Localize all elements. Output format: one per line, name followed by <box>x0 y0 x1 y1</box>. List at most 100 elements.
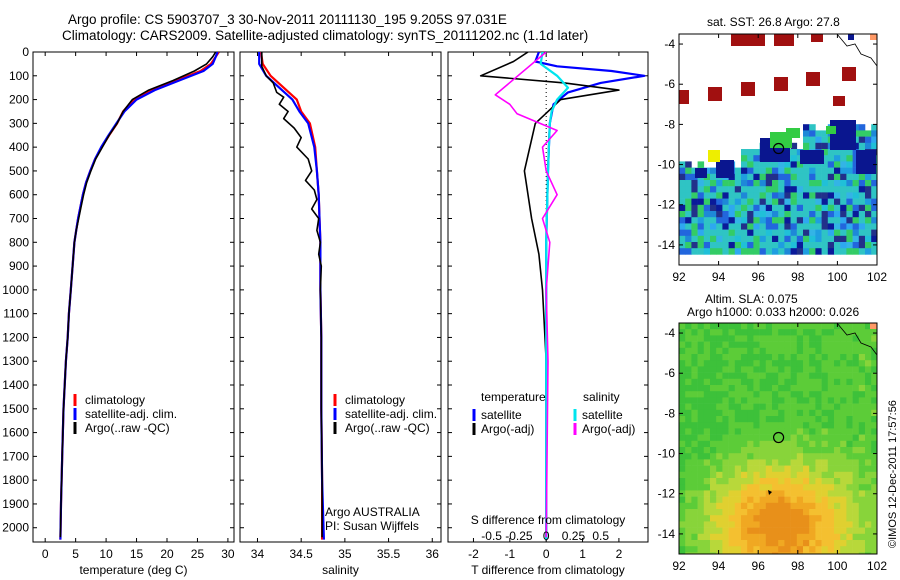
sst-cell <box>753 186 760 193</box>
sst-cell <box>852 192 860 199</box>
sst-cell <box>871 130 877 137</box>
sla-cell <box>747 515 754 522</box>
sla-cell <box>728 323 736 330</box>
sst-cell <box>747 204 754 212</box>
sla-cell <box>759 540 767 547</box>
sla-cell <box>703 403 711 411</box>
sla-cell <box>741 453 748 460</box>
sla-cell <box>691 465 698 473</box>
sst-cell <box>796 248 804 255</box>
sla-cell <box>821 440 829 448</box>
sla-cell <box>741 428 748 435</box>
sla-cell <box>871 385 877 392</box>
sla-cell <box>685 354 692 361</box>
sla-cell <box>716 459 723 466</box>
sst-cell <box>815 186 822 193</box>
sla-cell <box>827 434 835 442</box>
sst-cell <box>753 229 760 237</box>
sst-cell <box>778 192 785 199</box>
sla-cell <box>772 378 779 386</box>
sst-cell <box>703 211 711 218</box>
sla-cell <box>840 459 847 466</box>
temp-series <box>59 52 220 540</box>
sst-cell <box>728 211 736 218</box>
sla-cell <box>803 403 810 411</box>
sst-cell <box>710 198 717 206</box>
sla-cell <box>697 546 705 553</box>
sla-cell <box>710 502 717 510</box>
sla-cell <box>772 527 779 535</box>
sla-cell <box>716 378 723 386</box>
sla-cell <box>815 397 822 404</box>
sla-cell <box>759 347 767 355</box>
sla-cell <box>759 416 767 423</box>
sla-cell <box>697 527 705 535</box>
sla-cell <box>679 533 686 541</box>
sst-cell <box>759 229 767 237</box>
sst-cell <box>697 211 705 218</box>
sla-cell <box>691 515 698 522</box>
sla-cell <box>747 552 754 554</box>
sla-cell <box>734 422 742 429</box>
depth-tick-label: 1300 <box>2 354 29 368</box>
sla-cell <box>790 533 798 541</box>
sst-cell <box>728 198 736 206</box>
sla-cell <box>821 360 829 367</box>
sla-cell <box>846 335 853 342</box>
sla-cell <box>716 521 723 528</box>
sla-cell <box>834 521 841 528</box>
sla-cell <box>697 385 705 392</box>
sla-cell <box>722 335 729 342</box>
sst-cell <box>697 192 705 199</box>
sla-cell <box>834 372 841 380</box>
sst-cell <box>790 149 798 156</box>
sla-cell <box>759 323 767 330</box>
sst-cell <box>840 155 847 162</box>
sla-cell <box>697 409 705 417</box>
sla-cell <box>790 335 798 342</box>
sla-cell <box>852 366 860 373</box>
sst-lat-tick-label: -12 <box>658 198 676 212</box>
sla-cell <box>865 354 872 361</box>
sla-cell <box>722 366 729 373</box>
sla-cell <box>722 552 729 554</box>
sla-cell <box>759 385 767 392</box>
sla-cell <box>697 434 705 442</box>
sst-cell <box>827 149 835 156</box>
sst-cell <box>753 155 760 162</box>
sst-cell <box>710 242 717 249</box>
sla-cell <box>722 546 729 553</box>
sst-cell <box>691 211 698 218</box>
sst-cell <box>741 149 748 156</box>
sst-cell <box>865 223 872 230</box>
sst-cell <box>846 173 853 181</box>
sst-cell <box>765 235 773 243</box>
sla-cell <box>710 366 717 373</box>
sla-lat-tick-label: -10 <box>658 447 676 461</box>
sla-cell <box>722 385 729 392</box>
sst-map-cells <box>679 34 877 255</box>
sla-cell <box>790 397 798 404</box>
sla-cell <box>722 378 729 386</box>
sst-coastline <box>836 33 878 67</box>
sla-cell <box>827 484 835 491</box>
sla-cell <box>691 378 698 386</box>
sla-cell <box>685 403 692 411</box>
sla-cell <box>778 366 785 373</box>
sla-cell <box>821 471 829 479</box>
sst-cell <box>685 161 692 168</box>
sst-cell <box>772 186 779 193</box>
sla-cell <box>697 372 705 380</box>
sla-cell <box>846 521 853 528</box>
sla-cell <box>871 428 877 435</box>
sst-cell <box>716 211 723 218</box>
sst-cell <box>834 161 841 168</box>
sla-cell <box>759 490 767 497</box>
sla-cell <box>685 347 692 355</box>
sla-cell <box>765 478 773 485</box>
sst-cell <box>796 167 804 175</box>
sla-cell <box>691 440 698 448</box>
sla-cell <box>852 515 860 522</box>
sst-cell <box>716 229 723 237</box>
sst-cell <box>753 149 760 156</box>
